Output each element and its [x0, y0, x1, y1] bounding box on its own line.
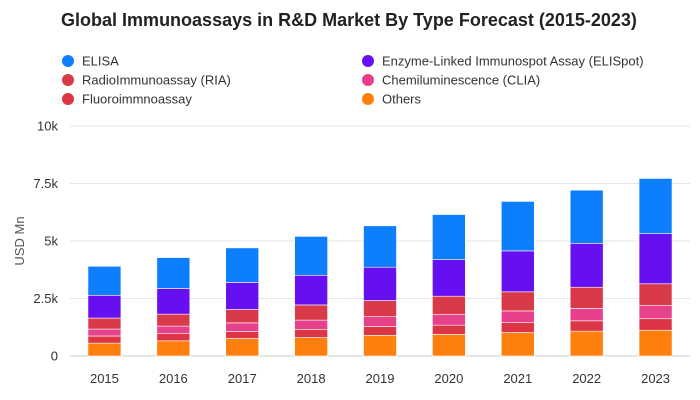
y-tick-label: 5k	[44, 234, 58, 249]
y-tick-label: 0	[51, 349, 58, 364]
bar-enzyme-linked-immunospot-assay-elispot-2017	[225, 282, 260, 310]
bar-fluoroimmnoassay-2015	[87, 335, 122, 344]
x-tick-label: 2019	[366, 371, 395, 386]
legend-label-enzyme-linked-immunospot-assay-elispot: Enzyme-Linked Immunospot Assay (ELISpot)	[382, 54, 644, 69]
legend: ELISA RadioImmunoassay (RIA) Fluoroimmnoas…	[62, 54, 644, 107]
bar-elisa-2023	[638, 178, 673, 234]
legend-marker-fluoroimmnoassay	[62, 93, 74, 105]
chart-title: Global Immunoassays in R&D Market By Typ…	[61, 10, 637, 30]
legend-label-elisa: ELISA	[82, 54, 119, 69]
x-tick-label: 2016	[159, 371, 188, 386]
bar-elisa-2017	[225, 247, 260, 283]
x-tick-label: 2015	[90, 371, 119, 386]
bar-radioimmunoassay-ria-2017	[225, 309, 260, 324]
bar-others-2016	[156, 340, 191, 357]
legend-label-others: Others	[382, 92, 422, 107]
bar-others-2023	[638, 329, 673, 357]
bar-elisa-2020	[432, 214, 466, 260]
bar-others-2020	[432, 334, 466, 357]
bar-elisa-2021	[500, 201, 535, 252]
bar-others-2017	[225, 338, 260, 357]
bar-elisa-2018	[294, 236, 328, 276]
bar-enzyme-linked-immunospot-assay-elispot-2015	[87, 294, 122, 319]
bar-fluoroimmnoassay-2020	[432, 324, 466, 335]
x-tick-label: 2022	[572, 371, 601, 386]
bar-others-2015	[87, 342, 122, 357]
bar-radioimmunoassay-ria-2015	[87, 317, 122, 330]
bar-radioimmunoassay-ria-2022	[569, 286, 604, 309]
bar-fluoroimmnoassay-2023	[638, 318, 673, 331]
legend-marker-chemiluminescence-clia	[362, 74, 374, 86]
bar-fluoroimmnoassay-2017	[225, 331, 260, 339]
legend-marker-elisa	[62, 55, 74, 67]
bar-chemiluminescence-clia-2020	[432, 314, 466, 326]
bar-chemiluminescence-clia-2016	[156, 325, 191, 334]
bar-elisa-2019	[363, 225, 397, 268]
legend-label-fluoroimmnoassay: Fluoroimmnoassay	[82, 92, 192, 107]
bar-others-2018	[294, 337, 328, 357]
bar-chemiluminescence-clia-2019	[363, 316, 397, 327]
bar-enzyme-linked-immunospot-assay-elispot-2019	[363, 266, 397, 301]
x-tick-label: 2018	[297, 371, 326, 386]
bar-chemiluminescence-clia-2018	[294, 319, 328, 330]
bar-elisa-2016	[156, 257, 191, 289]
y-tick-label: 2.5k	[33, 291, 58, 306]
x-tick-label: 2020	[434, 371, 463, 386]
bar-enzyme-linked-immunospot-assay-elispot-2020	[432, 259, 466, 297]
bar-chemiluminescence-clia-2017	[225, 322, 260, 332]
bar-fluoroimmnoassay-2019	[363, 326, 397, 336]
bar-others-2022	[569, 330, 604, 357]
bar-enzyme-linked-immunospot-assay-elispot-2022	[569, 243, 604, 288]
bar-elisa-2015	[87, 265, 122, 296]
bar-radioimmunoassay-ria-2021	[500, 291, 535, 312]
bar-fluoroimmnoassay-2018	[294, 329, 328, 338]
bar-enzyme-linked-immunospot-assay-elispot-2023	[638, 233, 673, 285]
bar-fluoroimmnoassay-2016	[156, 333, 191, 342]
bar-chemiluminescence-clia-2015	[87, 328, 122, 337]
bar-radioimmunoassay-ria-2023	[638, 283, 673, 306]
legend-marker-enzyme-linked-immunospot-assay-elispot	[362, 55, 374, 67]
x-tick-label: 2021	[503, 371, 532, 386]
x-axis-ticks: 2015 2016 2017 2018 2019 2020 2021 2022 2023	[90, 371, 670, 386]
y-tick-label: 10k	[37, 119, 58, 134]
bar-chemiluminescence-clia-2023	[638, 305, 673, 320]
legend-label-chemiluminescence-clia: Chemiluminescence (CLIA)	[382, 73, 540, 88]
bars	[87, 178, 673, 357]
bar-fluoroimmnoassay-2021	[500, 322, 535, 333]
bar-elisa-2022	[569, 189, 604, 244]
y-tick-label: 7.5k	[33, 176, 58, 191]
legend-label-radioimmunoassay-ria: RadioImmunoassay (RIA)	[82, 73, 231, 88]
legend-marker-others	[362, 93, 374, 105]
bar-others-2019	[363, 334, 397, 357]
bar-others-2021	[500, 332, 535, 357]
x-tick-label: 2023	[641, 371, 670, 386]
bar-radioimmunoassay-ria-2019	[363, 300, 397, 317]
bar-radioimmunoassay-ria-2020	[432, 295, 466, 315]
y-axis-title: USD Mn	[12, 216, 27, 265]
bar-radioimmunoassay-ria-2016	[156, 313, 191, 327]
bar-chemiluminescence-clia-2021	[500, 310, 535, 323]
x-tick-label: 2017	[228, 371, 257, 386]
bar-enzyme-linked-immunospot-assay-elispot-2016	[156, 288, 191, 315]
legend-marker-radioimmunoassay-ria	[62, 74, 74, 86]
bar-fluoroimmnoassay-2022	[569, 320, 604, 332]
bar-radioimmunoassay-ria-2018	[294, 304, 328, 321]
y-axis-ticks: 0 2.5k 5k 7.5k 10k	[33, 119, 58, 364]
bar-enzyme-linked-immunospot-assay-elispot-2018	[294, 274, 328, 306]
bar-chemiluminescence-clia-2022	[569, 308, 604, 322]
bar-enzyme-linked-immunospot-assay-elispot-2021	[500, 250, 535, 293]
